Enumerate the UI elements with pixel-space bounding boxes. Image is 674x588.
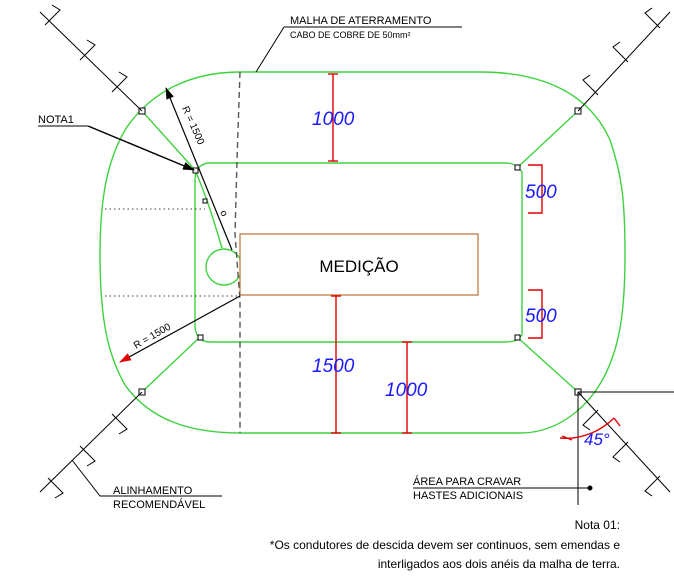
alignment-label-line2: RECOMENDÁVEL — [113, 498, 205, 511]
link-top-right — [516, 110, 579, 169]
dimension-right-upper: 500 — [525, 164, 557, 214]
dimension-bottom-left-label: 1500 — [312, 356, 355, 377]
link-bottom-right — [516, 336, 579, 393]
link-bottom-left — [141, 336, 201, 393]
link-top-left — [141, 110, 196, 171]
radius-arrow-lower — [119, 295, 241, 363]
radius-label-upper: R = 1500 — [179, 105, 206, 147]
alignment-line-top-left — [39, 4, 143, 112]
angle-arc — [559, 417, 615, 439]
area-label-line2: HASTES ADICIONAIS — [413, 490, 523, 502]
alignment-line-bottom-right — [577, 391, 671, 497]
note-line2: interligados aos dois anéis da malha de … — [378, 557, 620, 571]
measurement-label: MEDIÇÃO — [319, 257, 398, 276]
dimension-top-label: 1000 — [312, 109, 355, 130]
nota1-label: NOTA1 — [38, 114, 74, 126]
alignment-line-bottom-left — [39, 391, 143, 499]
dimension-bottom-left: 1500 — [312, 295, 355, 434]
area-leader-dot — [587, 485, 593, 491]
radius-arrow-upper — [165, 87, 233, 251]
dashed-alignment-line — [234, 71, 241, 433]
dimension-right-upper-label: 500 — [525, 182, 557, 203]
measurement-box — [239, 233, 479, 296]
angle-tick-right — [613, 417, 621, 427]
mesh-leader-line — [255, 26, 462, 73]
dimension-bottom-right-label: 1000 — [385, 380, 428, 401]
small-o-label: o — [217, 209, 229, 219]
note-title: Nota 01: — [575, 518, 620, 532]
dimension-right-lower-label: 500 — [525, 306, 557, 327]
outer-grounding-ring — [99, 71, 626, 434]
dimension-right-lower: 500 — [525, 289, 557, 339]
alignment-leader-line — [71, 459, 222, 497]
note-line1: *Os condutores de descida devem ser cont… — [270, 538, 621, 552]
left-descent-conductor — [194, 169, 223, 249]
angle-tick-left — [561, 435, 573, 441]
dimension-bottom-right: 1000 — [385, 341, 428, 434]
nota1-arrow — [87, 125, 195, 171]
dimension-top: 1000 — [312, 73, 355, 162]
mesh-label-line2: CABO DE COBRE DE 50mm² — [290, 30, 411, 40]
area-label-line1: ÁREA PARA CRAVAR — [413, 475, 521, 488]
alignment-line-top-right — [577, 7, 671, 112]
alignment-label-line1: ALINHAMENTO — [113, 485, 193, 497]
mesh-label-line1: MALHA DE ATERRAMENTO — [290, 15, 432, 27]
angle-label: 45° — [584, 430, 610, 449]
